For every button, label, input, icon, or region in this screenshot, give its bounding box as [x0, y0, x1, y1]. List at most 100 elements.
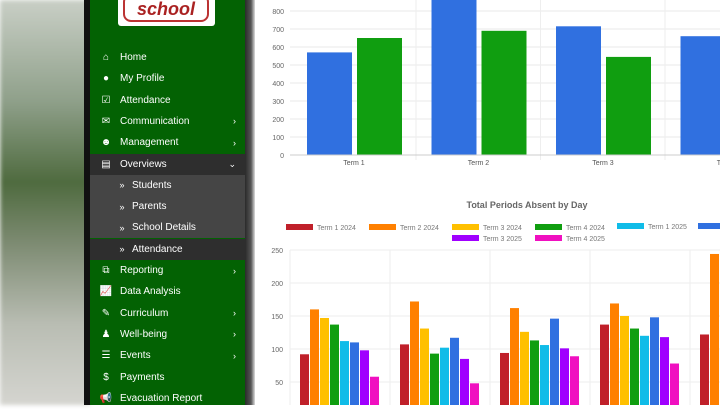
bar	[681, 36, 720, 155]
sidebar-item-management[interactable]: ☻Management›	[90, 132, 245, 153]
sidebar-item-label: Data Analysis	[120, 286, 181, 297]
sidebar-item-label: Overviews	[120, 159, 167, 170]
bar	[550, 319, 559, 405]
school-logo[interactable]: school	[118, 0, 215, 26]
sidebar-item-parents[interactable]: » Parents	[90, 196, 245, 217]
y-tick-label: 50	[275, 380, 283, 387]
legend-label: Term 1 2025	[648, 224, 687, 231]
sidebar-item-communication[interactable]: ✉ Communication ›	[90, 111, 245, 132]
sidebar-item-label: Events	[120, 350, 151, 361]
bullhorn-icon: 📢	[99, 393, 113, 404]
double-chevron-icon: »	[118, 180, 126, 190]
legend-label: Term 4 2024	[566, 225, 605, 232]
legend-swatch	[286, 224, 313, 230]
dollar-icon: $	[99, 372, 113, 383]
sidebar-item-school-details[interactable]: »School Details	[90, 217, 245, 238]
y-tick-label: 100	[272, 135, 284, 142]
sidebar-item-curriculum[interactable]: ✎Curriculum›	[90, 303, 245, 324]
logo-text: school	[123, 0, 209, 22]
calendar-list-icon: ☰	[99, 350, 113, 361]
bar	[520, 332, 529, 405]
y-tick-label: 200	[272, 117, 284, 124]
edit-icon: ✎	[99, 308, 113, 319]
bar	[640, 336, 649, 405]
legend-swatch	[698, 223, 720, 229]
sidebar-item-payments[interactable]: $ Payments	[90, 367, 245, 388]
chart-title: Total Periods Absent by Day	[466, 200, 587, 210]
bar	[307, 52, 352, 155]
sidebar-item-events[interactable]: ☰ Events ›	[90, 345, 245, 366]
bar	[510, 308, 519, 405]
bar	[310, 309, 319, 405]
double-chevron-icon: »	[118, 244, 126, 254]
y-tick-label: 500	[272, 63, 284, 70]
bar	[320, 318, 329, 405]
sidebar-item-evacuation-report[interactable]: 📢Evacuation Report	[90, 388, 245, 409]
chevron-icon: ›	[233, 116, 236, 126]
y-tick-label: 400	[272, 81, 284, 88]
y-tick-label: 800	[272, 9, 284, 16]
bar	[660, 337, 669, 405]
bar	[560, 348, 569, 405]
bar	[420, 329, 429, 405]
sidebar-item-label: Management	[120, 137, 178, 148]
sidebar-item-attendance[interactable]: »Attendance	[90, 239, 245, 260]
sidebar-item-reporting[interactable]: ⧉Reporting›	[90, 260, 245, 281]
copy-icon: ⧉	[99, 265, 113, 276]
envelope-icon: ✉	[99, 116, 113, 127]
sidebar-item-my-profile[interactable]: ●My Profile	[90, 68, 245, 89]
bar	[600, 325, 609, 405]
bar	[570, 356, 579, 405]
chevron-icon: ⌄	[228, 159, 236, 170]
home-icon: ⌂	[99, 52, 113, 63]
sidebar-edge	[245, 0, 255, 405]
legend-swatch	[452, 224, 479, 230]
x-tick-label: Term 1	[343, 160, 365, 167]
x-tick-label: Term 2	[468, 160, 490, 167]
sidebar-item-home[interactable]: ⌂ Home	[90, 47, 245, 68]
legend-label: Term 4 2025	[566, 236, 605, 243]
bar	[460, 359, 469, 405]
bar	[410, 301, 419, 405]
bar	[610, 303, 619, 405]
chevron-icon: ›	[233, 329, 236, 339]
y-tick-label: 150	[271, 314, 283, 321]
bar	[370, 377, 379, 405]
bar	[650, 317, 659, 405]
list-icon: ▤	[99, 159, 113, 170]
sidebar-item-label: Home	[120, 52, 147, 63]
sidebar-item-label: Attendance	[120, 95, 171, 106]
sidebar-item-data-analysis[interactable]: 📈 Data Analysis	[90, 281, 245, 302]
line-chart-icon: 📈	[99, 286, 113, 297]
legend-label: Term 2 2024	[400, 225, 439, 232]
bar	[700, 334, 709, 405]
sidebar-item-label: School Details	[132, 222, 196, 233]
double-chevron-icon: »	[118, 202, 126, 212]
bar	[530, 340, 539, 405]
sidebar-item-well-being[interactable]: ♟ Well-being ›	[90, 324, 245, 345]
user-icon: ●	[99, 73, 113, 84]
bar	[330, 325, 339, 405]
background-photo	[0, 0, 90, 405]
y-tick-label: 250	[271, 248, 283, 255]
user-md-icon: ♟	[99, 329, 113, 340]
legend-swatch	[535, 224, 562, 230]
bar	[360, 350, 369, 405]
sidebar-item-label: Communication	[120, 116, 189, 127]
bar	[620, 316, 629, 405]
bar	[400, 344, 409, 405]
bar	[556, 26, 601, 155]
bar	[606, 57, 651, 155]
sidebar-item-label: Parents	[132, 201, 166, 212]
sidebar-item-attendance[interactable]: ☑ Attendance	[90, 90, 245, 111]
sidebar-item-label: Well-being	[120, 329, 167, 340]
bar	[450, 338, 459, 405]
legend-label: Term 1 2024	[317, 225, 356, 232]
chevron-icon: ›	[233, 351, 236, 361]
chevron-icon: ›	[233, 266, 236, 276]
sidebar-item-label: Payments	[120, 372, 164, 383]
sidebar-item-students[interactable]: »Students	[90, 175, 245, 196]
checkbox-icon: ☑	[99, 95, 113, 106]
sidebar-item-overviews[interactable]: ▤ Overviews ⌄	[90, 154, 245, 175]
